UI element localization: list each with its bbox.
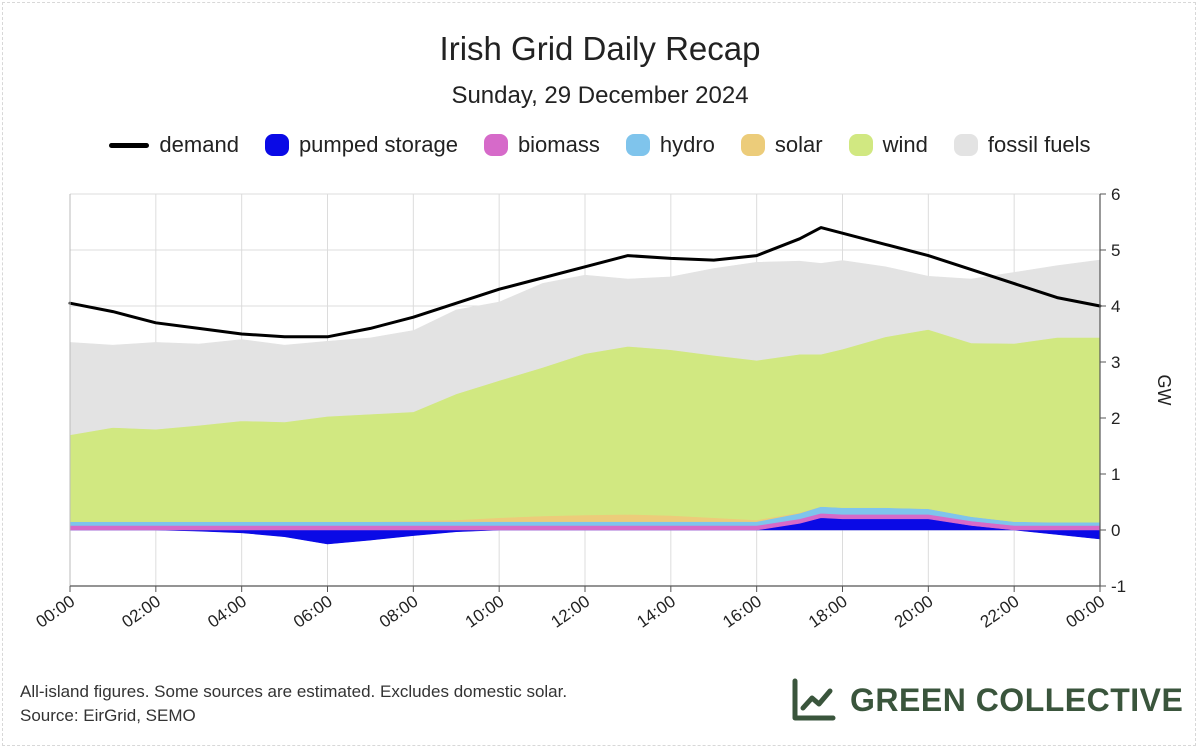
chart-title: Irish Grid Daily Recap xyxy=(439,30,761,67)
x-tick-label: 10:00 xyxy=(462,592,508,632)
x-tick-label: 12:00 xyxy=(548,592,594,632)
y-tick-label: 1 xyxy=(1111,465,1120,484)
legend-label-wind: wind xyxy=(882,132,928,157)
legend-label-hydro: hydro xyxy=(659,132,715,157)
x-tick-label: 18:00 xyxy=(805,592,851,632)
legend-item-fossil-fuels[interactable]: fossil fuels xyxy=(953,132,1091,158)
x-tick-label: 22:00 xyxy=(977,592,1023,632)
legend-swatch-fossil-fuels xyxy=(953,134,978,156)
legend-swatch-solar xyxy=(740,134,765,156)
brand-logo[interactable]: GREEN COLLECTIVE xyxy=(790,676,1183,724)
y-tick-label: 5 xyxy=(1111,241,1120,260)
footnote-line-1: All-island figures. Some sources are est… xyxy=(20,682,568,701)
legend-label-solar: solar xyxy=(774,132,823,157)
footnote-source: Source: EirGrid, SEMO xyxy=(20,706,196,725)
x-tick-label: 16:00 xyxy=(719,592,765,632)
line-chart-icon xyxy=(792,678,836,721)
y-tick-label: 0 xyxy=(1111,521,1120,540)
legend-item-biomass[interactable]: biomass xyxy=(483,132,600,158)
x-tick-label: 00:00 xyxy=(1063,592,1109,632)
legend-swatch-biomass xyxy=(483,134,508,156)
chart-legend: demand pumped storage biomass hydro sola… xyxy=(0,128,1200,162)
legend-swatch-wind xyxy=(848,134,873,156)
y-tick-label: 3 xyxy=(1111,353,1120,372)
x-tick-label: 00:00 xyxy=(33,592,79,632)
y-tick-label: 2 xyxy=(1111,409,1120,428)
y-tick-label: 4 xyxy=(1111,297,1120,316)
legend-swatch-pumped-storage xyxy=(264,134,289,156)
line-demand xyxy=(68,226,1102,339)
footnote: All-island figures. Some sources are est… xyxy=(20,680,567,728)
y-tick-label: -1 xyxy=(1111,577,1126,596)
legend-label-fossil-fuels: fossil fuels xyxy=(987,132,1091,157)
x-tick-label: 04:00 xyxy=(204,592,250,632)
x-tick-label: 20:00 xyxy=(891,592,937,632)
legend-swatch-hydro xyxy=(625,134,650,156)
stack-areas xyxy=(69,259,1101,545)
x-tick-label: 14:00 xyxy=(633,592,679,632)
legend-label-biomass: biomass xyxy=(517,132,600,157)
legend-label-pumped-storage: pumped storage xyxy=(298,132,458,157)
legend-swatch-demand xyxy=(109,142,150,148)
x-tick-label: 06:00 xyxy=(290,592,336,632)
legend-item-wind[interactable]: wind xyxy=(848,132,928,158)
chart-subtitle: Sunday, 29 December 2024 xyxy=(451,82,749,109)
brand-name: GREEN COLLECTIVE xyxy=(850,681,1184,718)
legend-label-demand: demand xyxy=(159,132,239,157)
x-tick-label: 08:00 xyxy=(376,592,422,632)
legend-item-pumped-storage[interactable]: pumped storage xyxy=(264,132,458,158)
y-axis-title: GW xyxy=(1154,375,1174,406)
legend-item-hydro[interactable]: hydro xyxy=(625,132,715,158)
legend-item-solar[interactable]: solar xyxy=(740,132,823,158)
y-tick-label: 6 xyxy=(1111,185,1120,204)
legend-item-demand[interactable]: demand xyxy=(109,132,239,158)
x-tick-label: 02:00 xyxy=(118,592,164,632)
